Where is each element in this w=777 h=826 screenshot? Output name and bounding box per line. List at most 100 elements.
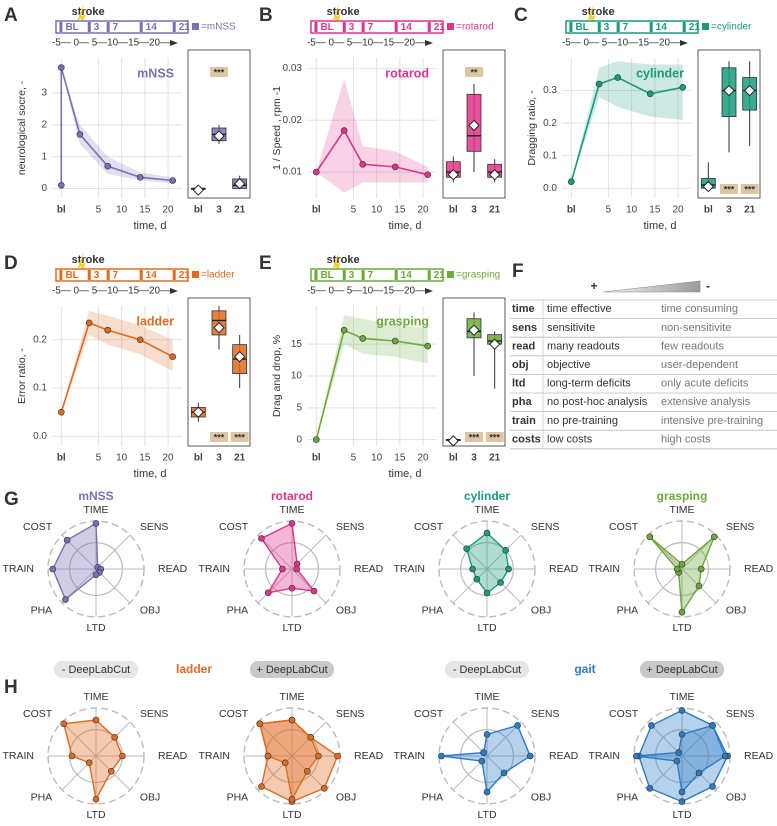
- method-pill: [250, 661, 334, 678]
- timeline-tick: [394, 270, 398, 280]
- radar-spoke: [291, 568, 327, 604]
- radar-point: [264, 589, 272, 597]
- table-key: sens: [512, 322, 537, 334]
- legend-swatch: [192, 23, 199, 30]
- radar-point: [288, 520, 296, 527]
- radar-axis-label: SENS: [336, 521, 365, 533]
- table-plus-cell: time effective: [547, 303, 612, 315]
- radar-point: [483, 731, 491, 738]
- y-tick-label: 0.3: [543, 85, 557, 96]
- timeline-label: BL: [320, 270, 333, 281]
- table-key: read: [512, 340, 535, 352]
- radar-point: [478, 757, 486, 765]
- x-tick-label: 5: [351, 205, 357, 216]
- y-axis-label: Drag and drop, %: [271, 335, 283, 417]
- timeline-tick: [314, 270, 318, 280]
- method-pill: [640, 661, 724, 678]
- radar-point: [500, 769, 508, 777]
- radar-point: [92, 716, 100, 724]
- radar-axis-label: OBJ: [726, 605, 746, 617]
- y-axis-label: Error ratio, -: [16, 347, 28, 404]
- y-tick-label: 0.0: [33, 431, 47, 442]
- chart-title: ladder: [136, 314, 174, 328]
- timeline-tick: [87, 22, 91, 32]
- radar-title: mNSS: [78, 489, 113, 503]
- x-tick-label: 10: [116, 453, 128, 464]
- table-minus: -: [706, 279, 710, 293]
- radar-axis-label: LTD: [282, 809, 301, 821]
- timeline-tick: [139, 270, 143, 280]
- stroke-bolt: [332, 4, 341, 34]
- radar-point: [281, 759, 289, 767]
- radar-axis-label: PHA: [227, 792, 249, 804]
- radar-point: [62, 596, 69, 603]
- radar-spoke: [452, 568, 488, 604]
- radar-point: [307, 734, 314, 741]
- x-tick-label: bl: [57, 453, 66, 464]
- table-plus-cell: many readouts: [547, 340, 620, 352]
- table-key: time: [512, 303, 535, 315]
- radar-axis-label: TRAIN: [394, 563, 426, 575]
- x-axis-label: time, d: [388, 220, 421, 232]
- point: [359, 335, 367, 342]
- point: [312, 168, 320, 176]
- table-plus-cell: no pre-training: [547, 415, 618, 427]
- table-plus-cell: objective: [547, 359, 590, 371]
- timeline-label: 21: [434, 270, 446, 281]
- point: [340, 326, 348, 334]
- stroke-bolt: [332, 252, 341, 282]
- panel-label: E: [259, 253, 272, 274]
- radar-point: [673, 757, 681, 765]
- radar-axis-label: LTD: [477, 809, 496, 821]
- legend-swatch: [702, 23, 709, 30]
- y-tick-label: 0.01: [283, 167, 303, 178]
- table-minus-cell: few readouts: [661, 340, 724, 352]
- radar-spoke: [61, 721, 97, 757]
- y-tick-label: 15: [291, 339, 303, 350]
- radar-area: [52, 522, 102, 601]
- timeline-tick: [342, 270, 346, 280]
- box-mean: [468, 324, 480, 336]
- significance-badge: [210, 432, 228, 442]
- radar-spoke: [257, 721, 293, 757]
- panel-label: G: [4, 489, 19, 510]
- radar-point: [111, 734, 118, 741]
- radar-point: [633, 752, 640, 760]
- legend-label: =cylinder: [711, 22, 752, 33]
- radar-axis-label: TRAIN: [199, 563, 231, 575]
- panel-label: A: [4, 5, 18, 26]
- box-category: 21: [489, 205, 501, 216]
- box-category: bl: [194, 453, 203, 464]
- radar-point: [473, 575, 481, 583]
- box-mean: [233, 350, 246, 363]
- radar-axis-label: LTD: [672, 622, 691, 634]
- y-axis-label: Dragging ratio, -: [526, 90, 538, 166]
- radar-spoke: [95, 534, 131, 570]
- timeline-arrow: [425, 40, 433, 46]
- point: [567, 178, 575, 186]
- box-category: 21: [489, 453, 501, 464]
- radar-axis-label: LTD: [477, 622, 496, 634]
- stroke-bolt: [77, 252, 86, 282]
- timeline-tick: [106, 22, 110, 32]
- radar-point: [505, 565, 512, 573]
- timeline-tick: [569, 22, 573, 32]
- timeline-tick: [342, 22, 346, 32]
- radar-point: [258, 783, 265, 790]
- box-category: bl: [194, 205, 203, 216]
- inset-frame: [697, 49, 761, 199]
- significance-badge: [485, 432, 504, 442]
- table-minus-cell: user-dependent: [661, 359, 738, 371]
- table-minus-cell: intensive pre-training: [661, 415, 763, 427]
- table-plus-cell: no post-hoc analysis: [547, 396, 648, 408]
- radar-point: [721, 752, 729, 760]
- radar-axis-label: TIME: [83, 691, 108, 703]
- box-mean: [447, 435, 460, 447]
- radar-area: [62, 719, 124, 802]
- significance-badge: [210, 67, 228, 77]
- legend-swatch: [192, 271, 199, 278]
- radar-point: [678, 608, 686, 616]
- box-mean: [702, 180, 715, 193]
- radar-axis-label: COST: [414, 521, 444, 533]
